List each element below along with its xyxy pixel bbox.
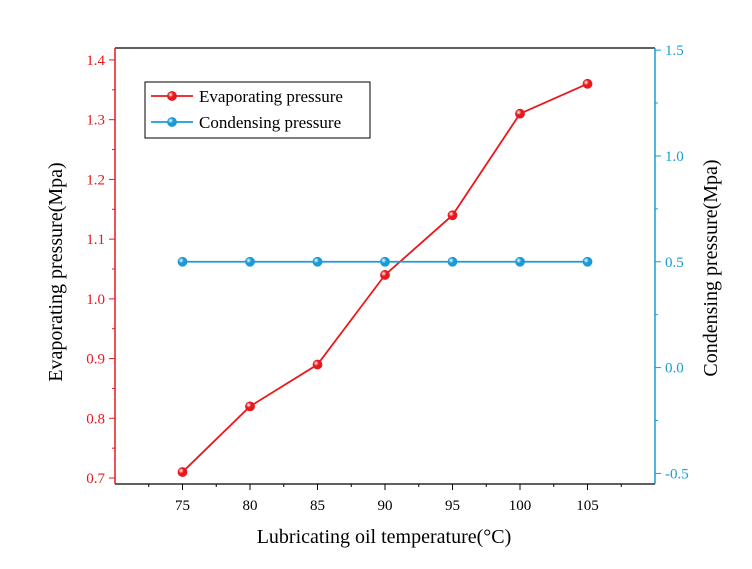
left-y-tick-label: 1.3 [86, 113, 105, 129]
data-point-evaporating [447, 210, 458, 221]
x-tick-label: 80 [243, 498, 258, 514]
data-point-condensing [515, 256, 525, 267]
left-y-axis-label: Evaporating pressure(Mpa) [45, 162, 67, 381]
left-y-tick-label: 1.2 [86, 172, 105, 188]
right-y-tick-label: 1.0 [665, 149, 684, 165]
data-point-evaporating [515, 108, 525, 119]
x-tick-label: 85 [310, 498, 325, 514]
x-tick-label: 75 [175, 498, 190, 514]
right-y-tick-label: 0.5 [665, 255, 684, 271]
data-point-condensing [447, 256, 458, 267]
legend-label: Evaporating pressure [199, 87, 343, 106]
data-point-evaporating [582, 78, 593, 89]
data-point-evaporating [245, 401, 255, 412]
data-point-evaporating [380, 270, 390, 280]
legend-marker-swatch [167, 117, 177, 127]
data-point-condensing [177, 256, 188, 267]
x-tick-label: 100 [509, 498, 532, 514]
legend-box [144, 81, 371, 139]
right-y-axis-label: Condensing pressure(Mpa) [700, 159, 722, 376]
series-layer [177, 78, 593, 477]
axes-layer: 75 80 85 90 95 100 105 0.7 0.8 0.9 1.0 1.1 1.2 1.3 1.4… [86, 43, 689, 514]
left-y-tick-label: 0.7 [86, 471, 105, 487]
x-tick-label: 105 [576, 498, 599, 514]
left-y-tick-label: 0.9 [86, 352, 105, 368]
legend-marker-swatch [167, 91, 177, 101]
data-point-condensing [245, 256, 255, 267]
left-y-tick-label: 0.8 [86, 411, 105, 427]
data-point-condensing [380, 256, 390, 267]
legend: Evaporating pressure Condensing pressure [144, 81, 371, 139]
x-axis-label: Lubricating oil temperature(°C) [257, 526, 512, 548]
data-point-evaporating [312, 359, 323, 370]
data-point-condensing [582, 256, 593, 267]
left-y-tick-label: 1.4 [86, 53, 105, 69]
right-y-tick-label: -0.5 [665, 466, 689, 482]
data-point-condensing [312, 256, 323, 267]
x-tick-label: 95 [445, 498, 460, 514]
data-point-evaporating [177, 467, 188, 477]
right-y-tick-label: 1.5 [665, 43, 684, 59]
x-tick-label: 90 [378, 498, 393, 514]
right-y-tick-label: 0.0 [665, 361, 684, 377]
left-y-tick-label: 1.1 [86, 232, 105, 248]
legend-label: Condensing pressure [199, 113, 341, 132]
left-y-tick-label: 1.0 [86, 292, 105, 308]
